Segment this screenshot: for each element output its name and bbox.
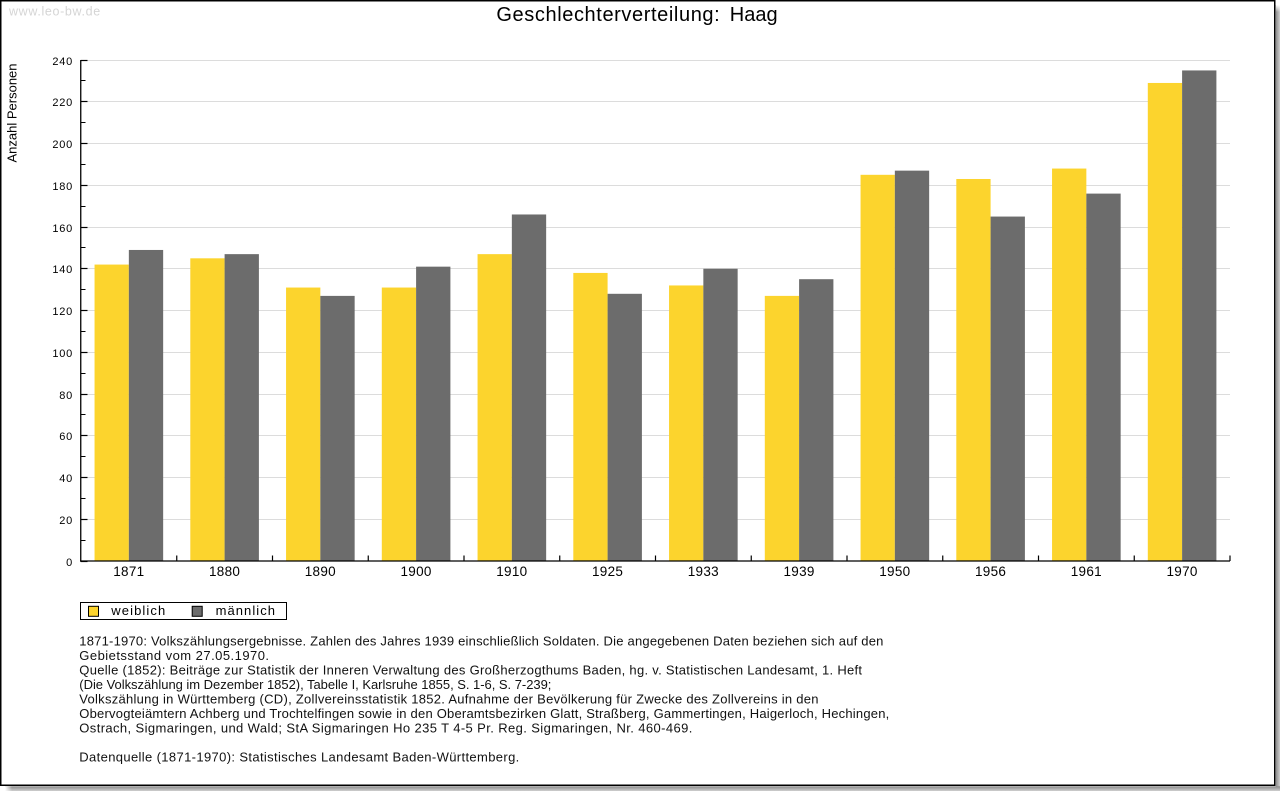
svg-text:80: 80 [59, 390, 73, 402]
svg-text:180: 180 [52, 181, 73, 193]
svg-text:160: 160 [52, 223, 73, 235]
svg-text:Anzahl Personen: Anzahl Personen [5, 63, 20, 162]
svg-text:1890: 1890 [305, 564, 336, 579]
svg-text:Obervogteiämtern Achberg und T: Obervogteiämtern Achberg und Trochtelfin… [79, 706, 889, 721]
svg-text:Quelle (1852): Beiträge zur St: Quelle (1852): Beiträge zur Statistik de… [79, 663, 862, 678]
svg-text:1871: 1871 [113, 564, 144, 579]
svg-text:240: 240 [52, 56, 73, 68]
svg-text:140: 140 [52, 264, 73, 276]
svg-text:weiblich: weiblich [110, 603, 166, 618]
svg-text:100: 100 [52, 348, 73, 360]
svg-text:1939: 1939 [784, 564, 815, 579]
svg-text:Datenquelle (1871-1970): Stati: Datenquelle (1871-1970): Statistisches L… [79, 750, 519, 765]
svg-text:männlich: männlich [216, 603, 276, 618]
svg-text:1956: 1956 [975, 564, 1006, 579]
svg-text:1925: 1925 [592, 564, 623, 579]
svg-text:60: 60 [59, 431, 73, 443]
svg-text:1933: 1933 [688, 564, 719, 579]
svg-text:220: 220 [52, 97, 73, 109]
svg-text:1961: 1961 [1071, 564, 1102, 579]
svg-text:Geschlechterverteilung:: Geschlechterverteilung: [496, 4, 720, 26]
svg-text:Volkszählung in Württemberg (C: Volkszählung in Württemberg (CD), Zollve… [79, 692, 819, 707]
svg-text:20: 20 [59, 515, 73, 527]
svg-text:1950: 1950 [879, 564, 910, 579]
svg-text:Haag: Haag [730, 4, 778, 26]
svg-text:(Die Volkszählung im Dezember: (Die Volkszählung im Dezember 1852), Tab… [79, 677, 551, 692]
svg-text:www.leo-bw.de: www.leo-bw.de [8, 5, 101, 19]
svg-text:200: 200 [52, 139, 73, 151]
svg-text:120: 120 [52, 306, 73, 318]
svg-text:1900: 1900 [401, 564, 432, 579]
svg-text:40: 40 [59, 473, 73, 485]
svg-text:1880: 1880 [209, 564, 240, 579]
svg-text:0: 0 [66, 557, 73, 569]
svg-text:Ostrach, Sigmaringen, und Wald: Ostrach, Sigmaringen, und Wald; StA Sigm… [79, 721, 692, 736]
svg-text:Gebietsstand vom 27.05.1970.: Gebietsstand vom 27.05.1970. [79, 648, 269, 663]
svg-text:1970: 1970 [1167, 564, 1198, 579]
svg-text:1871-1970: Volkszählungsergebn: 1871-1970: Volkszählungsergebnisse. Zahl… [79, 634, 883, 649]
svg-text:1910: 1910 [496, 564, 527, 579]
